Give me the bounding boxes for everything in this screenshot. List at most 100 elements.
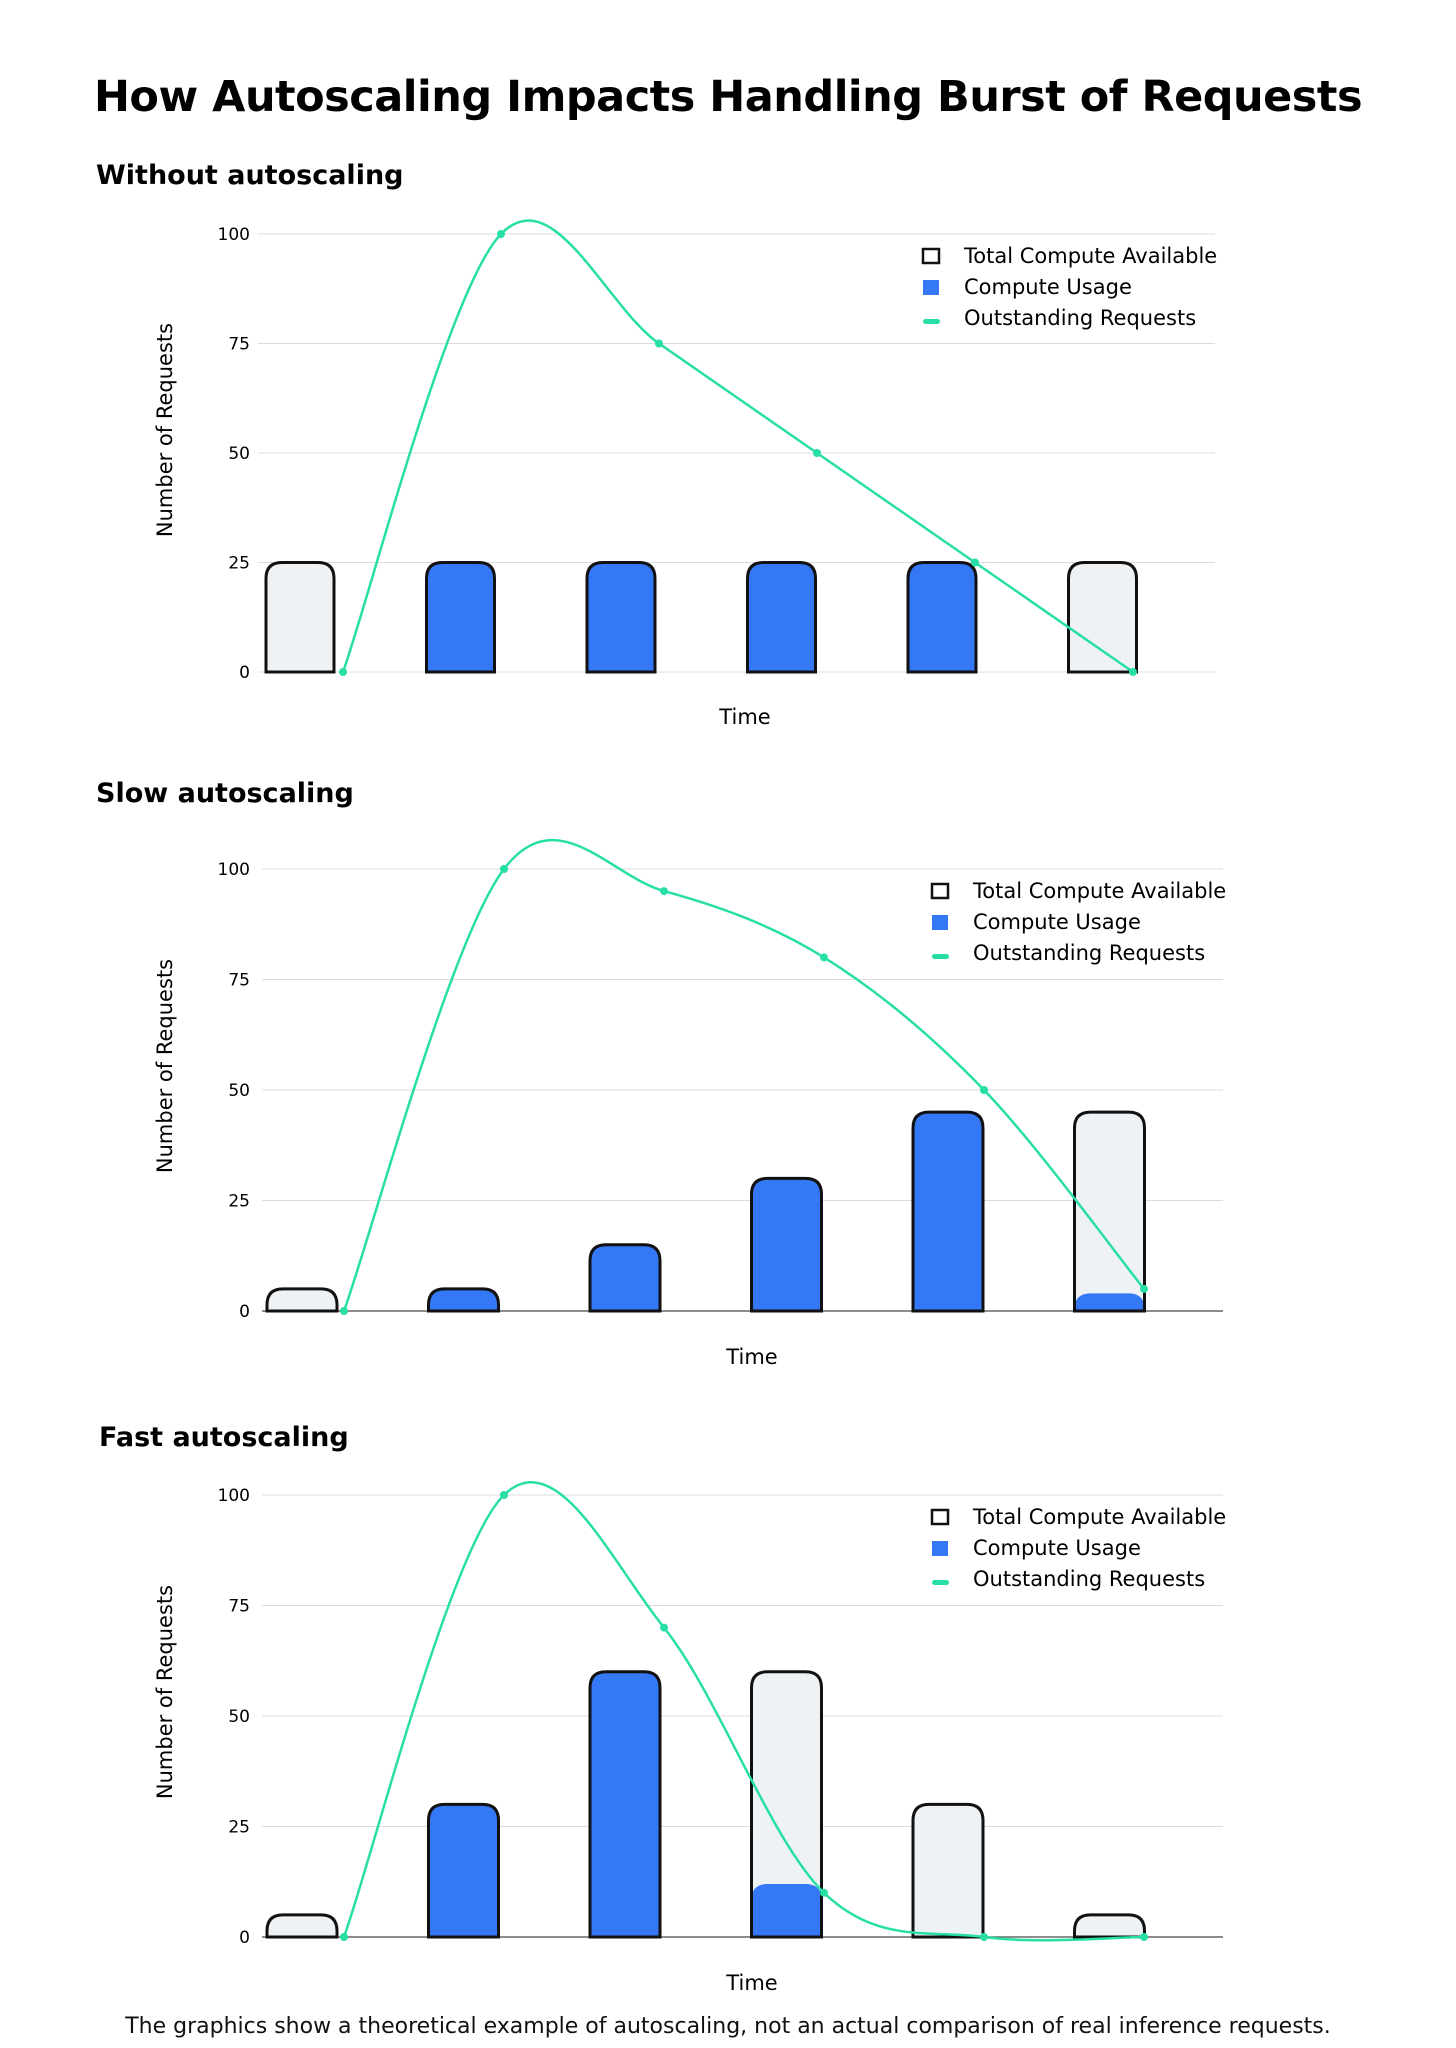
- y-tick-label: 25: [228, 1818, 250, 1838]
- total-compute-bar: [1074, 1914, 1145, 1937]
- legend-label: Outstanding Requests: [964, 306, 1196, 330]
- legend-swatch-total-compute: [921, 247, 941, 265]
- legend-swatch-total-compute: [930, 1508, 950, 1526]
- outstanding-requests-point: [971, 558, 979, 567]
- total-compute-outline: [746, 561, 817, 674]
- section-title-without-autoscaling: Without autoscaling: [96, 160, 404, 191]
- total-compute-outline: [1073, 1110, 1146, 1313]
- outstanding-requests-point: [1140, 1284, 1148, 1293]
- legend-label: Total Compute Available: [963, 244, 1217, 268]
- compute-usage-bar: [1074, 1293, 1145, 1311]
- legend-swatch-compute-usage: [923, 280, 939, 295]
- total-compute-outline: [588, 1670, 662, 1939]
- legend-label: Outstanding Requests: [973, 941, 1205, 965]
- total-compute-outline: [425, 561, 496, 674]
- total-compute-outline: [265, 1913, 339, 1939]
- total-compute-outline: [1067, 561, 1138, 674]
- y-tick-label: 100: [218, 1486, 250, 1506]
- total-compute-outline: [265, 1287, 339, 1313]
- legend-swatch-compute-usage: [932, 915, 948, 930]
- outstanding-requests-point: [1129, 668, 1137, 676]
- outstanding-requests-point: [500, 865, 508, 873]
- legend-swatch-total-compute: [930, 882, 950, 900]
- total-compute-outline: [588, 1243, 662, 1313]
- y-tick-label: 25: [228, 554, 250, 574]
- legend-label: Total Compute Available: [972, 1505, 1226, 1529]
- outstanding-requests-point: [340, 1933, 348, 1941]
- outstanding-requests-point: [655, 339, 663, 348]
- y-tick-label: 75: [228, 971, 250, 991]
- total-compute-outline: [264, 561, 336, 674]
- compute-usage-bar: [587, 562, 655, 672]
- y-axis-label: Number of Requests: [153, 959, 177, 1173]
- total-compute-outline: [427, 1287, 500, 1313]
- compute-usage-bar: [428, 1288, 499, 1311]
- outstanding-requests-point: [500, 1491, 508, 1499]
- outstanding-requests-point: [813, 449, 821, 457]
- total-compute-outline: [750, 1176, 823, 1313]
- total-compute-bar: [913, 1804, 983, 1937]
- legend-swatch-outstanding-requests: [932, 954, 949, 959]
- outstanding-requests-line: [342, 838, 1145, 1312]
- total-compute-outline: [585, 561, 657, 674]
- y-tick-label: 75: [228, 335, 250, 355]
- total-compute-bar: [267, 1288, 337, 1311]
- y-tick-label: 50: [228, 1707, 250, 1727]
- y-tick-label: 100: [218, 860, 250, 880]
- y-tick-label: 100: [218, 225, 250, 245]
- x-axis-label: Time: [725, 1971, 777, 1995]
- outstanding-requests-point: [980, 1086, 988, 1094]
- y-tick-label: 75: [228, 1597, 250, 1617]
- legend-swatch-compute-usage: [932, 1541, 948, 1556]
- footnote: The graphics show a theoretical example …: [125, 2014, 1331, 2039]
- total-compute-bar: [267, 1914, 337, 1937]
- compute-usage-bar: [913, 1112, 983, 1311]
- outstanding-requests-point: [660, 1623, 668, 1632]
- compute-usage-bar: [747, 562, 816, 672]
- compute-usage-bar: [751, 1883, 822, 1937]
- total-compute-outline: [911, 1802, 985, 1939]
- legend-label: Compute Usage: [973, 1536, 1141, 1560]
- compute-usage-bar: [908, 562, 976, 672]
- y-tick-label: 50: [228, 1081, 250, 1101]
- legend-label: Compute Usage: [973, 910, 1141, 934]
- outstanding-requests-point: [820, 953, 828, 962]
- outstanding-requests-point: [497, 230, 505, 238]
- y-axis-label: Number of Requests: [153, 323, 177, 537]
- legend-label: Compute Usage: [964, 275, 1132, 299]
- total-compute-outline: [427, 1802, 500, 1939]
- outstanding-requests-point: [980, 1933, 988, 1941]
- total-compute-outline: [750, 1670, 823, 1939]
- compute-usage-bar: [590, 1671, 660, 1937]
- y-axis-label: Number of Requests: [153, 1585, 177, 1799]
- total-compute-bar: [266, 562, 334, 672]
- outstanding-requests-point: [660, 887, 668, 896]
- legend-swatch-outstanding-requests: [932, 1580, 949, 1585]
- y-tick-label: 50: [228, 444, 250, 464]
- y-tick-label: 0: [239, 663, 250, 683]
- compute-usage-bar: [751, 1178, 822, 1311]
- legend-label: Total Compute Available: [972, 879, 1226, 903]
- total-compute-bar: [1068, 562, 1137, 672]
- outstanding-requests-point: [340, 1307, 348, 1315]
- outstanding-requests-point: [1140, 1933, 1148, 1941]
- legend-swatch-outstanding-requests: [923, 319, 940, 324]
- legend-label: Outstanding Requests: [973, 1567, 1205, 1591]
- total-compute-bar: [1074, 1112, 1145, 1311]
- compute-usage-bar: [428, 1804, 499, 1937]
- compute-usage-bar: [426, 562, 495, 672]
- y-tick-label: 0: [239, 1302, 250, 1322]
- page-title: How Autoscaling Impacts Handling Burst o…: [93, 72, 1363, 122]
- total-compute-outline: [1073, 1913, 1146, 1939]
- outstanding-requests-point: [339, 668, 347, 676]
- y-tick-label: 0: [239, 1928, 250, 1948]
- x-axis-label: Time: [718, 705, 770, 729]
- outstanding-requests-point: [820, 1888, 828, 1897]
- total-compute-outline: [906, 561, 978, 674]
- y-tick-label: 25: [228, 1192, 250, 1212]
- total-compute-outline: [911, 1110, 985, 1313]
- compute-usage-bar: [590, 1244, 660, 1311]
- section-title-fast-autoscaling: Fast autoscaling: [99, 1422, 349, 1453]
- section-title-slow-autoscaling: Slow autoscaling: [96, 778, 354, 809]
